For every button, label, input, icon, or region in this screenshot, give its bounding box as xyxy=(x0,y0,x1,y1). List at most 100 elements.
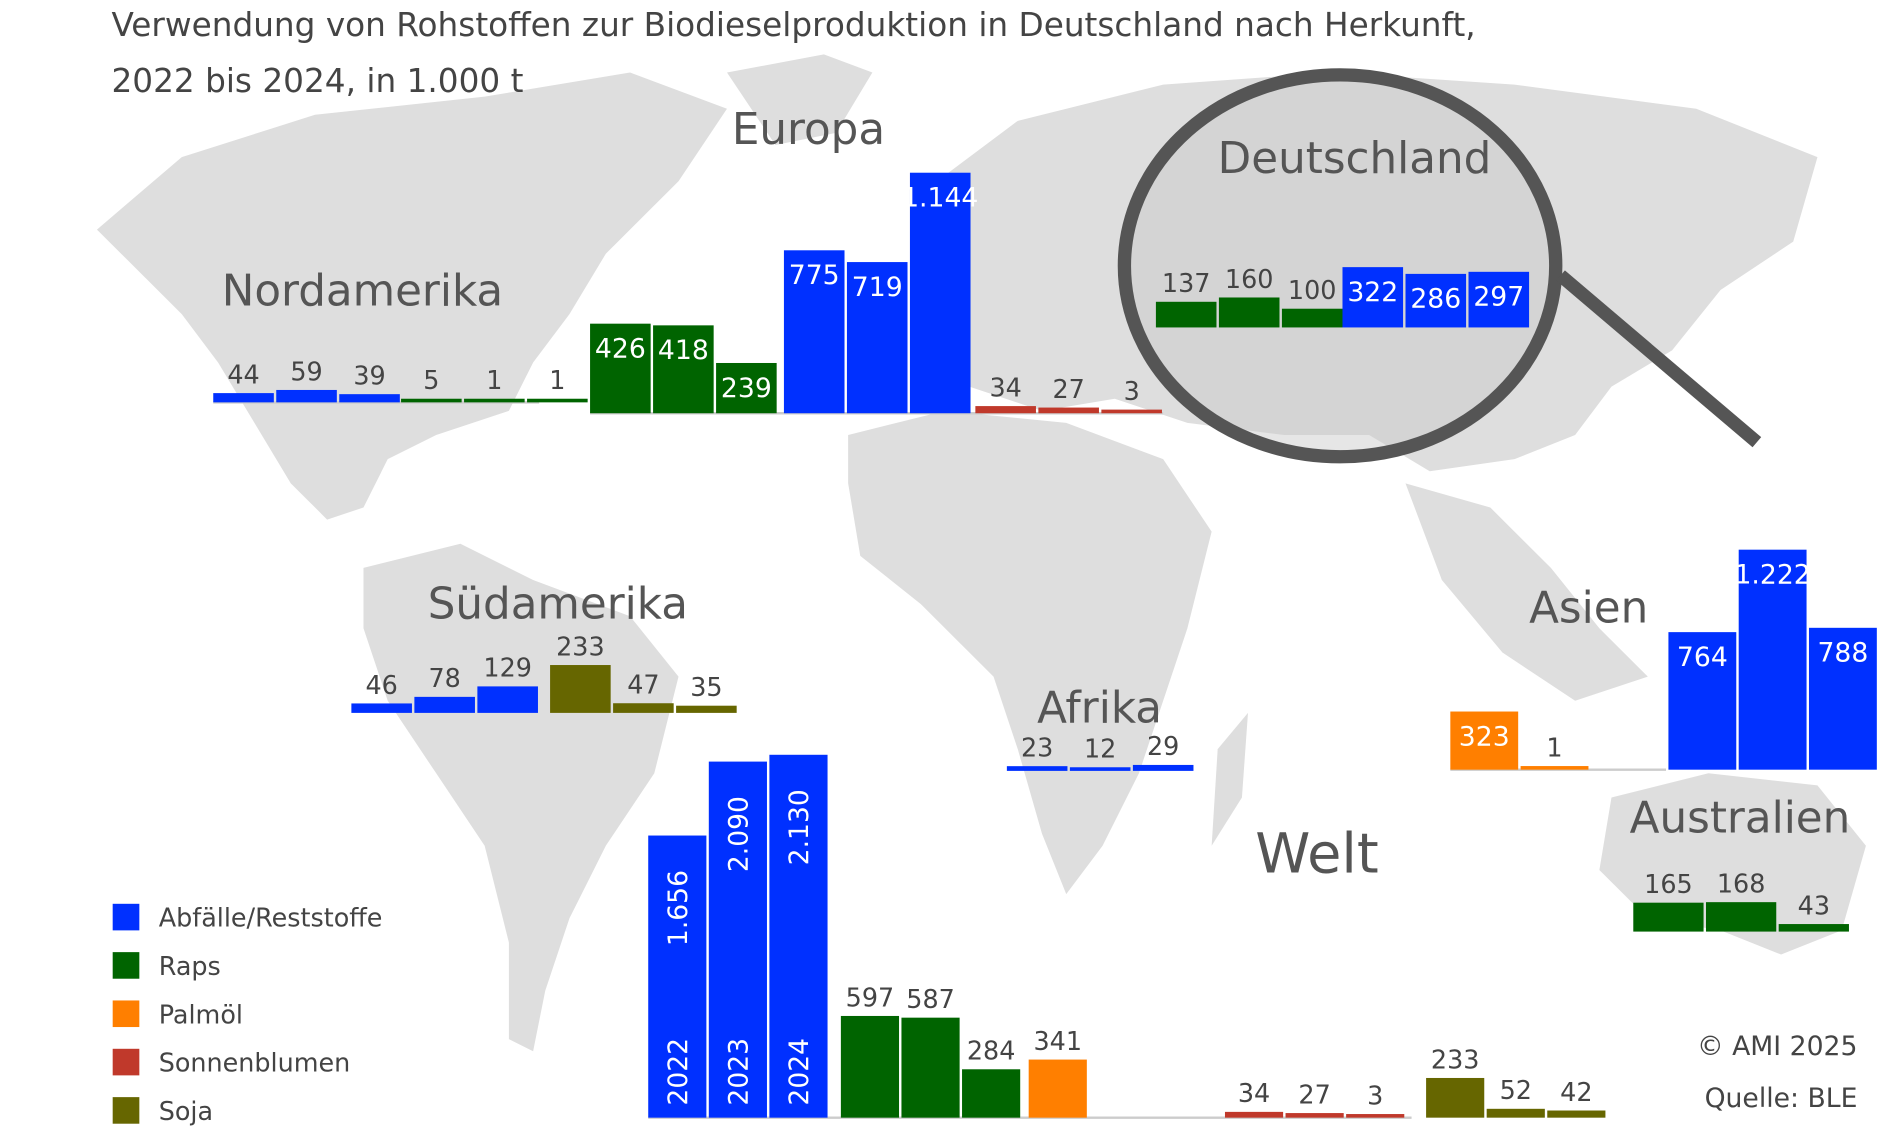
bar-value-label: 1 xyxy=(486,365,502,395)
bar-europa-2 xyxy=(716,362,777,414)
legend-swatch xyxy=(112,903,140,931)
bar-welt-1 xyxy=(708,761,767,1118)
bar-value-label: 1.656 xyxy=(663,870,694,946)
bar-südamerika-1 xyxy=(414,696,475,713)
bar-deutschland-1 xyxy=(1405,273,1467,328)
bar-europa-0 xyxy=(783,250,845,414)
year-label: 2023 xyxy=(724,1038,755,1106)
copyright: © AMI 2025 xyxy=(1697,1031,1857,1062)
magnifier xyxy=(1117,68,1762,464)
bar-value-label: 46 xyxy=(365,670,397,700)
region-label-deutschland: Deutschland xyxy=(1218,134,1492,184)
bar-value-label: 3 xyxy=(1367,1080,1383,1110)
bar-value-label: 59 xyxy=(290,356,322,386)
bar-südamerika-2 xyxy=(477,686,538,713)
bar-value-label: 418 xyxy=(658,335,709,366)
bar-europa-1 xyxy=(1038,407,1099,414)
bar-value-label: 129 xyxy=(483,653,532,683)
bar-value-label: 233 xyxy=(556,631,605,661)
bar-value-label: 284 xyxy=(967,1036,1016,1066)
bar-value-label: 587 xyxy=(906,984,955,1014)
legend-label: Palmöl xyxy=(159,999,243,1029)
bar-welt-2 xyxy=(1346,1114,1405,1118)
bar-value-label: 297 xyxy=(1473,282,1524,313)
region-label-afrika: Afrika xyxy=(1037,684,1162,734)
bar-value-label: 29 xyxy=(1147,731,1179,761)
bar-value-label: 1 xyxy=(549,365,565,395)
bar-deutschland-0 xyxy=(1155,301,1217,328)
bar-welt-0 xyxy=(840,1015,900,1118)
bar-australien-2 xyxy=(1778,924,1849,932)
bar-value-label: 719 xyxy=(852,272,903,303)
bar-value-label: 286 xyxy=(1410,284,1461,315)
bar-afrika-2 xyxy=(1132,764,1194,771)
bar-value-label: 34 xyxy=(989,372,1021,402)
bar-deutschland-2 xyxy=(1281,308,1343,328)
bar-value-label: 78 xyxy=(428,663,460,693)
bar-value-label: 52 xyxy=(1500,1075,1532,1105)
legend-label: Soja xyxy=(159,1096,213,1126)
legend-item: Palmöl xyxy=(112,999,243,1029)
legend-swatch xyxy=(112,1097,140,1124)
bar-nordamerika-0 xyxy=(401,398,462,403)
bar-value-label: 42 xyxy=(1560,1077,1592,1107)
bar-value-label: 426 xyxy=(595,334,646,365)
region-bars-afrika: 23 12 29 xyxy=(1006,731,1194,771)
region-bars-australien: 165 168 43 xyxy=(1633,869,1849,932)
legend-item: Raps xyxy=(112,951,221,981)
bar-nordamerika-2 xyxy=(527,398,588,403)
bar-asien-2 xyxy=(1808,627,1877,770)
bar-nordamerika-2 xyxy=(339,394,400,403)
year-label: 2024 xyxy=(784,1038,815,1106)
region-label-suedamerika: Südamerika xyxy=(428,580,688,630)
bar-value-label: 160 xyxy=(1225,264,1274,294)
bar-afrika-1 xyxy=(1069,767,1131,771)
bar-südamerika-0 xyxy=(550,665,611,713)
bar-asien-1 xyxy=(1520,766,1589,770)
bar-asien-1 xyxy=(1738,549,1807,770)
bar-value-label: 34 xyxy=(1238,1078,1270,1108)
bar-afrika-0 xyxy=(1006,766,1068,771)
bar-welt-0 xyxy=(1028,1059,1087,1118)
bar-europa-1 xyxy=(653,325,714,414)
bar-value-label: 27 xyxy=(1298,1079,1330,1109)
legend-swatch xyxy=(112,1048,140,1076)
bar-value-label: 2.090 xyxy=(724,796,755,872)
bars: 44 59 39 5 1 1 426 418 239 775 719 1.144 34 27 3 137 160… xyxy=(213,172,1877,1119)
magnifier-lens xyxy=(1117,68,1563,464)
region-bars-deutschland: 137 160 100 322 286 297 xyxy=(1155,264,1530,328)
bar-value-label: 3 xyxy=(1124,376,1140,406)
bar-value-label: 100 xyxy=(1288,275,1337,305)
legend-item: Sonnenblumen xyxy=(112,1048,351,1078)
bar-welt-0 xyxy=(1426,1077,1485,1118)
bar-nordamerika-1 xyxy=(464,398,525,403)
bar-deutschland-2 xyxy=(1468,271,1530,328)
bar-südamerika-0 xyxy=(351,703,412,713)
bar-value-label: 165 xyxy=(1644,869,1693,899)
region-label-asien: Asien xyxy=(1529,583,1648,633)
bar-value-label: 35 xyxy=(690,672,722,702)
bar-value-label: 233 xyxy=(1431,1044,1480,1074)
magnifier-handle xyxy=(1556,270,1762,448)
legend-swatch xyxy=(112,952,140,979)
bar-value-label: 322 xyxy=(1347,277,1398,308)
region-label-europa: Europa xyxy=(732,105,885,155)
bar-welt-2 xyxy=(769,754,828,1118)
bar-value-label: 341 xyxy=(1033,1026,1082,1056)
bar-welt-0 xyxy=(1224,1111,1284,1118)
bar-value-label: 39 xyxy=(353,361,385,391)
bar-europa-2 xyxy=(1101,409,1162,414)
legend-label: Sonnenblumen xyxy=(159,1048,351,1078)
bar-value-label: 47 xyxy=(627,670,659,700)
legend: Abfälle/Reststoffe Raps Palmöl Sonnenblumen… xyxy=(112,903,382,1126)
bar-value-label: 323 xyxy=(1459,721,1510,752)
bar-value-label: 597 xyxy=(846,982,895,1012)
bar-value-label: 1.144 xyxy=(902,183,978,214)
bar-value-label: 764 xyxy=(1677,642,1728,673)
year-label: 2022 xyxy=(663,1038,694,1106)
chart-title-line1: Verwendung von Rohstoffen zur Biodieselp… xyxy=(111,6,1475,44)
bar-value-label: 168 xyxy=(1717,869,1766,899)
region-bars-europa: 426 418 239 775 719 1.144 34 27 3 xyxy=(590,172,1164,415)
legend-item: Soja xyxy=(112,1096,213,1126)
